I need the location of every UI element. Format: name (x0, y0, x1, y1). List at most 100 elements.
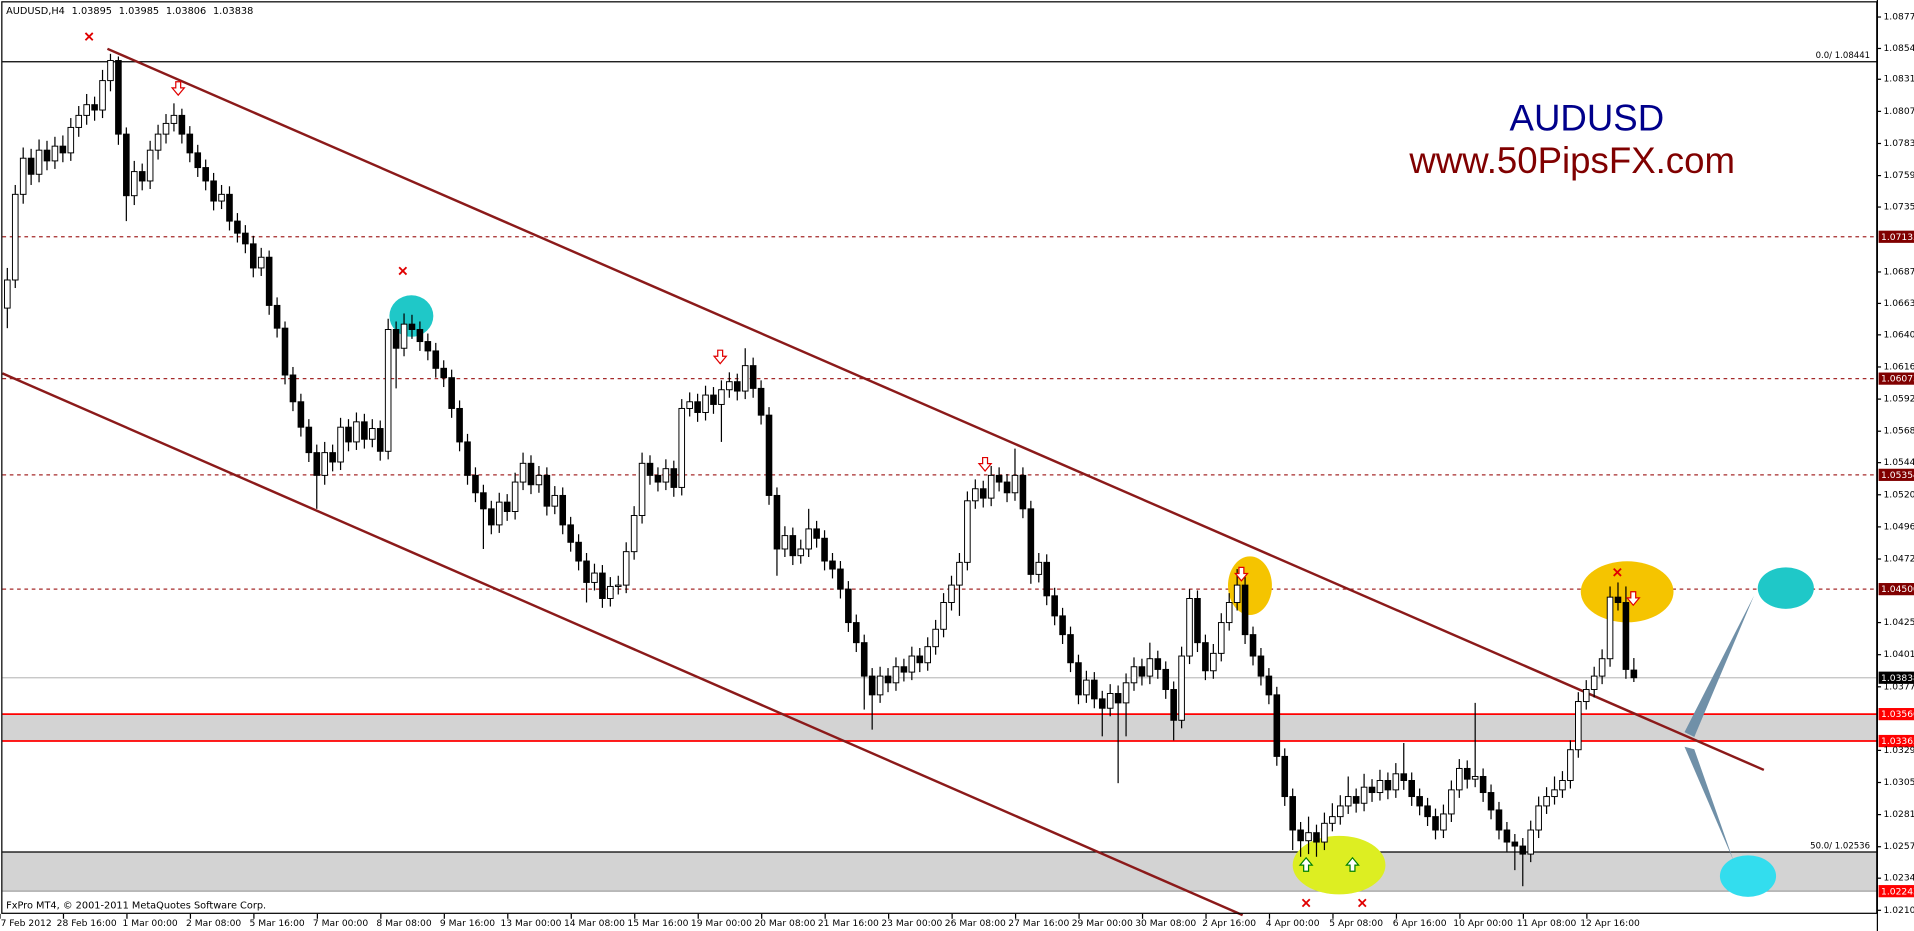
candle-body (797, 548, 805, 557)
candle-body (519, 462, 527, 483)
candle-body (1313, 832, 1320, 843)
candle-body (1400, 773, 1408, 781)
price-box (1878, 708, 1914, 721)
symbol: AUDUSD,H4 (6, 6, 65, 17)
candle-body (583, 560, 590, 583)
levels: 0.0/ 1.08441 50.0/ 1.02536 (2, 51, 1878, 892)
candle-body (162, 122, 170, 135)
candle-body (1424, 805, 1431, 818)
candle-body (733, 381, 741, 392)
candle-body (186, 133, 194, 154)
candle-body (1575, 701, 1582, 751)
candle-body (1162, 668, 1170, 690)
candle-body (456, 407, 463, 443)
price-box-label: 1.07133 (1881, 233, 1914, 243)
bands (2, 714, 1878, 892)
y-tick-label: 1.07830 (1883, 139, 1914, 149)
candle-body (91, 104, 98, 111)
candle-body (876, 675, 884, 696)
zone (2, 851, 1878, 892)
candle-body (376, 428, 384, 452)
candle-body (146, 149, 154, 182)
candle-body (607, 585, 614, 599)
candle-body (202, 167, 209, 182)
candle-body (1265, 675, 1273, 696)
candle-body (495, 501, 503, 526)
y-tick-label: 1.02100 (1883, 906, 1914, 916)
candle-body (1432, 816, 1439, 831)
candle-body (948, 584, 955, 603)
candle-body (440, 367, 448, 379)
y-tick-label: 1.05445 (1883, 458, 1914, 468)
y-tick-label: 1.05680 (1883, 427, 1914, 437)
candle-body (1543, 796, 1550, 807)
up-arrows (1298, 856, 1360, 872)
candle-body (1519, 845, 1527, 855)
candle-body (313, 452, 321, 476)
candle-body (503, 501, 511, 512)
candle-body (837, 568, 844, 590)
candle-body (662, 468, 670, 483)
candle-body (638, 462, 646, 517)
projection-arrow (1684, 595, 1755, 737)
candles (4, 53, 1638, 887)
candle-body (575, 541, 582, 562)
candle-body (67, 126, 75, 154)
x-tick-label: 2 Apr 16:00 (1202, 919, 1256, 929)
open: 1.03895 (72, 6, 112, 17)
candle-body (1408, 780, 1415, 798)
candle-body (178, 114, 186, 135)
candle-body (361, 421, 368, 440)
candle-body (19, 157, 27, 195)
down-arrow (712, 349, 728, 365)
y-tick-label: 1.06400 (1883, 330, 1914, 340)
candle-body (1241, 584, 1249, 636)
x-tick-label: 9 Mar 16:00 (440, 919, 495, 929)
candle-body (1344, 796, 1352, 807)
y-tick-label: 1.04010 (1883, 650, 1914, 660)
candle-body (321, 452, 328, 476)
candle-body (1535, 805, 1542, 831)
price-box-label: 1.04500 (1881, 585, 1914, 595)
candle-body (678, 407, 686, 488)
candle-body (154, 133, 162, 151)
candle-body (1146, 658, 1154, 677)
y-tick-label: 1.08540 (1883, 44, 1914, 54)
x-tick-label: 27 Feb 2012 (0, 919, 52, 929)
x-marker (398, 266, 408, 276)
candle-body (130, 171, 138, 197)
candle-body (852, 622, 860, 644)
x-tick-label: 6 Apr 16:00 (1393, 919, 1447, 929)
level-tag: 0.0/ 1.08441 (1816, 51, 1870, 61)
x-tick-label: 7 Mar 00:00 (313, 919, 368, 929)
candle-body (654, 474, 662, 483)
y-tick-label: 1.03295 (1883, 746, 1914, 756)
price-box-label: 1.05354 (1881, 471, 1914, 481)
candle-body (940, 602, 947, 630)
x-tick-label: 26 Mar 08:00 (945, 919, 1006, 929)
candle-body (1178, 655, 1185, 721)
candle-body (1051, 595, 1058, 617)
y-tick-label: 1.02575 (1883, 842, 1914, 852)
x-tick-label: 13 Mar 00:00 (500, 919, 561, 929)
candle-body (1495, 809, 1503, 831)
candle-body (1511, 841, 1519, 847)
down-arrows (170, 81, 1641, 607)
y-tick-label: 1.04965 (1883, 522, 1914, 532)
y-tick-label: 1.07355 (1883, 203, 1914, 213)
candle-body (1130, 666, 1138, 684)
candle-body (1448, 789, 1455, 815)
candle-body (1329, 816, 1336, 824)
candle-body (305, 426, 313, 454)
watermark-symbol: AUDUSD (1510, 97, 1665, 138)
y-tick-label: 1.08310 (1883, 75, 1914, 85)
candle-body (424, 341, 432, 352)
candle-body (956, 561, 963, 586)
x-tick-label: 4 Apr 00:00 (1266, 919, 1320, 929)
x-tick-label: 19 Mar 00:00 (691, 919, 752, 929)
candle-body (908, 655, 916, 673)
candle-body (1384, 780, 1392, 791)
